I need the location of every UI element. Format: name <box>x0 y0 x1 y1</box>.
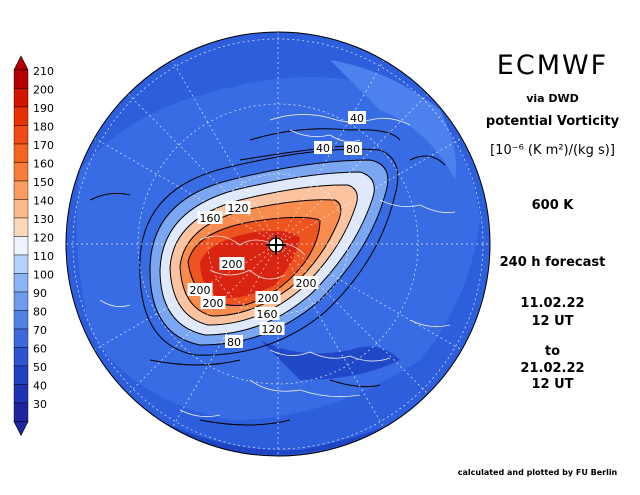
contour-label-bg <box>200 296 226 309</box>
colorbar-tick-label: 140 <box>33 195 54 208</box>
colorbar-swatch <box>13 365 29 385</box>
colorbar-tick-label: 180 <box>33 121 54 134</box>
colorbar-tick-label: 60 <box>33 343 47 356</box>
contour-label: 200 <box>258 292 279 305</box>
colorbar-tick-label: 120 <box>33 232 54 245</box>
colorbar-tick-label: 50 <box>33 361 47 374</box>
contour-label: 160 <box>200 212 221 225</box>
colorbar-swatch <box>13 88 29 108</box>
valid-date: 21.02.22 <box>520 361 585 376</box>
contour-label: 80 <box>227 336 241 349</box>
colorbar: 210 200 190 180 170 160 150 140 130 120 110 100 90 80… <box>13 55 54 437</box>
colorbar-swatch <box>13 328 29 348</box>
unit-label: [10⁻⁶ (K m²)/(kg s)] <box>490 143 615 158</box>
colorbar-tick-label: 110 <box>33 250 54 263</box>
contour-label: 200 <box>222 258 243 271</box>
colorbar-swatch <box>13 217 29 237</box>
colorbar-swatch <box>13 125 29 145</box>
colorbar-bottom-arrow <box>13 421 29 437</box>
quantity-label: potential Vorticity <box>485 114 620 129</box>
pv-band-low <box>260 340 400 380</box>
colorbar-swatch <box>13 162 29 182</box>
start-date: 11.02.22 <box>520 296 585 311</box>
colorbar-tick-label: 40 <box>33 380 47 393</box>
colorbar-tick-label: 30 <box>33 398 47 411</box>
valid-time: 12 UT <box>531 377 574 392</box>
colorbar-swatch <box>13 310 29 330</box>
colorbar-swatch <box>13 384 29 404</box>
contour-label: 200 <box>296 277 317 290</box>
colorbar-swatch <box>13 347 29 367</box>
colorbar-swatch <box>13 69 29 89</box>
colorbar-tick-label: 200 <box>33 84 54 97</box>
contour-label-bg <box>259 322 285 335</box>
contour-label: 40 <box>350 112 364 125</box>
colorbar-top-arrow <box>13 55 29 71</box>
credit-text: calculated and plotted by FU Berlin <box>457 468 618 477</box>
forecast-label: 240 h forecast <box>499 255 606 270</box>
contour-label-bg <box>219 257 245 270</box>
contour-label-bg <box>348 111 366 124</box>
contour-label: 200 <box>190 284 211 297</box>
contour-label-bg <box>225 201 251 214</box>
colorbar-tick-label: 80 <box>33 306 47 319</box>
contour-label: 120 <box>228 202 249 215</box>
start-time: 12 UT <box>531 314 574 329</box>
contour-label-bg <box>314 141 332 154</box>
to-label: to <box>544 344 561 359</box>
contour-label-bg <box>293 276 319 289</box>
colorbar-swatch <box>13 180 29 200</box>
contour-label-bg <box>225 335 243 348</box>
colorbar-swatch <box>13 254 29 274</box>
model-title: ECMWF <box>496 50 609 81</box>
colorbar-tick-label: 160 <box>33 158 54 171</box>
contour-label: 200 <box>203 297 224 310</box>
contour-label-bg <box>255 291 281 304</box>
source-label: via DWD <box>526 92 579 105</box>
contour-label: 160 <box>257 308 278 321</box>
pv-band-pale <box>330 60 456 180</box>
contour-label: 120 <box>262 323 283 336</box>
contour-label: 80 <box>346 143 360 156</box>
pole-marker-icon <box>266 235 286 255</box>
colorbar-swatch <box>13 199 29 219</box>
colorbar-tick-label: 170 <box>33 139 54 152</box>
contour-label-bg <box>197 211 223 224</box>
colorbar-swatch <box>13 236 29 256</box>
colorbar-swatch <box>13 402 29 422</box>
contour-label-bg <box>187 283 213 296</box>
contour-label-bg <box>254 307 280 320</box>
colorbar-tick-label: 70 <box>33 324 47 337</box>
colorbar-tick-label: 150 <box>33 176 54 189</box>
level-label: 600 K <box>531 198 574 213</box>
colorbar-swatch <box>13 273 29 293</box>
contour-label: 40 <box>316 142 330 155</box>
colorbar-tick-label: 190 <box>33 102 54 115</box>
colorbar-tick-label: 100 <box>33 269 54 282</box>
colorbar-tick-label: 130 <box>33 213 54 226</box>
map-border <box>65 31 491 457</box>
colorbar-tick-label: 210 <box>33 65 54 78</box>
colorbar-swatch <box>13 291 29 311</box>
colorbar-swatch <box>13 106 29 126</box>
contour-label-bg <box>344 142 362 155</box>
colorbar-tick-label: 90 <box>33 287 47 300</box>
colorbar-swatch <box>13 143 29 163</box>
